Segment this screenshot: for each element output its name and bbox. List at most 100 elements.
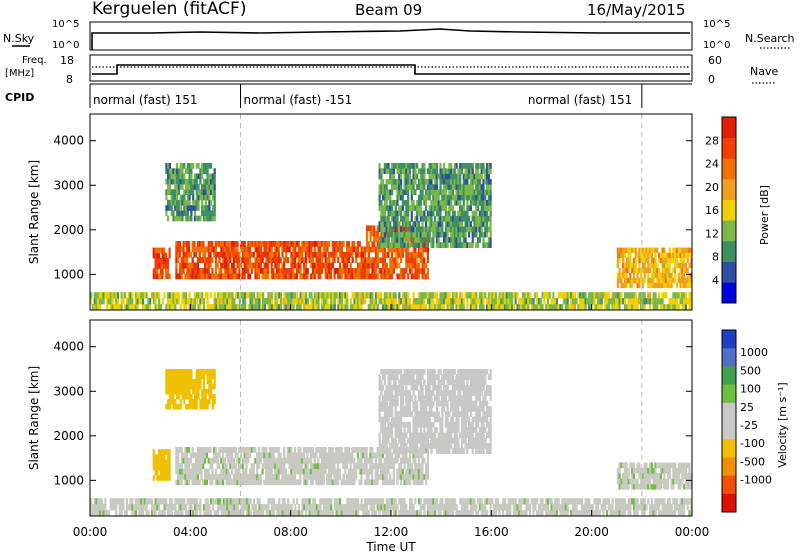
heatmap-cell [410,241,413,248]
heatmap-cell [168,470,171,476]
heatmap-cell [240,479,243,486]
heatmap-cell [131,498,134,505]
heatmap-cell [120,498,123,505]
heatmap-cell [276,273,279,280]
heatmap-cell [382,168,385,174]
heatmap-cell [131,510,134,517]
heatmap-cell [265,246,268,253]
heatmap-cell [258,241,261,247]
heatmap-cell [283,479,286,486]
heatmap-cell [340,246,343,253]
heatmap-cell [177,452,180,459]
heatmap-cell [240,273,243,280]
heatmap-cell [165,389,168,395]
heatmap-cell [220,246,223,253]
heatmap-cell [297,510,300,517]
heatmap-cell [181,184,184,190]
heatmap-cell [210,184,213,190]
heatmap-cell [281,273,284,280]
heatmap-cell [408,463,412,469]
heatmap-cell [154,504,157,511]
heatmap-cell [408,268,412,274]
heatmap-cell [374,257,378,264]
heatmap-cell [421,257,424,264]
heatmap-cell [172,389,175,395]
heatmap-cell [279,463,282,469]
heatmap-cell [284,479,288,486]
heatmap-cell [211,189,214,195]
heatmap-cell [281,463,284,469]
heatmap-cell [364,262,367,269]
heatmap-cell [503,504,507,511]
heatmap-cell [441,504,444,511]
heatmap-cell [116,304,120,311]
heatmap-cell [342,268,345,274]
heatmap-cell [473,173,476,180]
heatmap-cell [380,268,383,274]
heatmap-cell [398,237,401,243]
heatmap-cell [349,273,352,280]
heatmap-cell [166,273,169,280]
heatmap-cell [265,510,268,517]
heatmap-cell [593,304,596,311]
heatmap-cell [247,447,250,453]
heatmap-cell [634,292,637,299]
heatmap-cell [446,237,449,243]
heatmap-cell [200,457,203,464]
heatmap-cell [179,399,182,405]
heatmap-cell [179,205,182,211]
heatmap-cell [482,189,485,196]
heatmap-cell [387,298,390,305]
heatmap-cell [387,452,390,459]
heatmap-cell [482,200,485,206]
heatmap-cell [177,173,180,180]
heatmap-cell [290,257,293,263]
heatmap-cell [398,273,401,280]
heatmap-cell [446,184,449,190]
heatmap-cell [321,268,324,274]
heatmap-cell [575,510,578,517]
heatmap-cell [258,304,261,311]
heatmap-cell [222,241,225,247]
heatmap-cell [199,178,202,185]
heatmap-cell [156,475,159,481]
heatmap-cell [403,452,406,459]
heatmap-cell [688,298,691,305]
heatmap-cell [652,272,655,279]
heatmap-cell [425,231,428,238]
heatmap-cell [186,384,189,390]
heatmap-cell [369,479,372,486]
heatmap-cell [451,210,455,217]
heatmap-cell [184,262,187,269]
heatmap-cell [124,510,127,517]
heatmap-cell [311,468,314,475]
heatmap-cell [118,504,121,511]
heatmap-cell [279,457,282,464]
heatmap-cell [369,447,372,453]
heatmap-cell [437,298,440,305]
heatmap-cell [400,246,403,253]
heatmap-cell [104,510,107,517]
heatmap-cell [441,194,444,201]
heatmap-cell [616,282,619,289]
heatmap-cell [407,252,410,258]
heatmap-cell [414,510,417,517]
heatmap-cell [611,304,614,311]
heatmap-cell [288,452,291,459]
heatmap-cell [328,268,331,274]
heatmap-cell [414,189,417,196]
heatmap-cell [175,479,178,486]
heatmap-cell [274,292,277,299]
heatmap-cell [181,389,184,395]
heatmap-cell [559,510,562,517]
heatmap-cell [371,298,374,305]
heatmap-cell [231,447,234,453]
beam-title: Beam 09 [355,1,422,19]
heatmap-cell [509,504,512,511]
heatmap-cell [620,498,623,505]
heatmap-cell [600,504,603,511]
heatmap-cell [275,457,279,464]
heatmap-cell [373,262,376,269]
heatmap-cell [668,298,671,305]
heatmap-cell [396,237,399,243]
